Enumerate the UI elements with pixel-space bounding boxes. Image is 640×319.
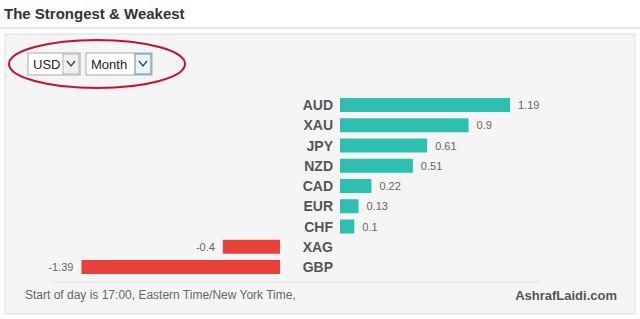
period-select[interactable]: Month [86,53,152,75]
data-label: 0.51 [421,160,442,172]
footer-brand: AshrafLaidi.com [515,288,617,303]
highlight-ellipse [9,40,185,88]
footer-note: Start of day is 17:00, Eastern Time/New … [25,288,296,302]
data-label: 0.1 [362,221,377,233]
title-rule [0,28,640,29]
data-label: -0.4 [196,241,215,253]
period-select-text: Month [91,57,127,72]
currency-select-box[interactable] [28,53,80,75]
category-label: GBP [303,259,333,275]
data-label: 0.13 [367,200,388,212]
period-select-arrow [139,61,147,66]
bar [223,240,280,254]
category-label: NZD [304,158,333,174]
category-label: EUR [303,198,333,214]
bar [340,98,510,112]
data-label: 0.22 [379,180,400,192]
currency-select-arrow [67,61,75,66]
data-label: -1.39 [48,261,73,273]
category-label: CHF [304,219,333,235]
range-line [51,282,540,283]
bars [81,98,510,274]
bar [81,260,280,274]
category-label: XAG [303,239,333,255]
period-select-arrow-box[interactable] [135,54,151,74]
labels: AUD 1.19 XAU 0.9 JPY 0.61 NZD 0.51 CAD 0.22 EUR 0.1… [48,97,539,275]
category-label: CAD [303,178,333,194]
bar [340,199,359,213]
data-label: 0.61 [435,140,456,152]
bar [340,159,413,173]
category-label: XAU [303,117,333,133]
panel [5,34,635,314]
chart-svg: The Strongest & Weakest USD Month AUD 1.19 XA… [0,0,640,319]
chart-root: The Strongest & Weakest USD Month AUD 1.19 XA… [0,0,640,319]
category-label: AUD [303,97,333,113]
currency-select-text: USD [33,57,60,72]
bar [340,139,427,153]
currency-select-arrow-box[interactable] [63,54,79,74]
bar [340,118,469,132]
data-label: 1.19 [518,99,539,111]
data-label: 0.9 [477,119,492,131]
currency-select[interactable]: USD [28,53,80,75]
period-select-box[interactable] [86,53,152,75]
category-label: JPY [307,138,334,154]
bar [340,179,371,193]
title: The Strongest & Weakest [4,5,185,22]
bar [340,220,354,234]
